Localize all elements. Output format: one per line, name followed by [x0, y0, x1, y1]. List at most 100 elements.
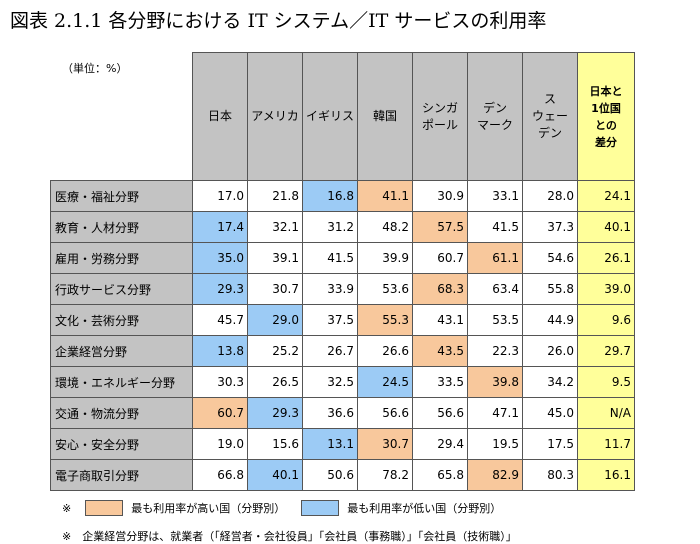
header-line: マーク — [476, 117, 513, 132]
header-line: イギリス — [305, 109, 354, 123]
header-line: ウェー — [531, 109, 568, 123]
cell: 37.5 — [302, 304, 358, 336]
cell: 13.1 — [302, 428, 358, 460]
row-label: 行政サービス分野 — [50, 273, 193, 305]
row-label: 交通・物流分野 — [50, 397, 193, 429]
cell: 56.6 — [412, 397, 468, 429]
column-header: アメリカ — [247, 52, 303, 181]
legend-mark: ※ — [62, 501, 72, 515]
cell: 66.8 — [192, 459, 248, 491]
cell: 33.9 — [302, 273, 358, 305]
cell: 44.9 — [522, 304, 578, 336]
cell: 39.9 — [357, 242, 413, 274]
cell: 17.4 — [192, 211, 248, 243]
cell: 56.6 — [357, 397, 413, 429]
column-header: 韓国 — [357, 52, 413, 181]
column-header: イギリス — [302, 52, 358, 181]
cell: 41.5 — [467, 211, 523, 243]
header-line: アメリカ — [251, 109, 299, 123]
cell: 45.7 — [192, 304, 248, 336]
cell: 35.0 — [192, 242, 248, 274]
row-label: 教育・人材分野 — [50, 211, 193, 243]
column-header: デン マーク — [467, 52, 523, 181]
header-line: 差分 — [595, 135, 617, 149]
cell: 30.7 — [357, 428, 413, 460]
unit: （単位：%） — [62, 62, 128, 75]
cell: 34.2 — [522, 366, 578, 398]
header-row: 日本 アメリカ イギリス 韓国 シンガ ポール デン マークスウェー デン 日本と 1位国 との 差分 — [50, 52, 635, 181]
cell: 9.5 — [577, 366, 635, 398]
cell: 43.5 — [412, 335, 468, 367]
cell: 33.1 — [467, 180, 523, 212]
cell: 19.0 — [192, 428, 248, 460]
cell: 57.5 — [412, 211, 468, 243]
cell: 13.8 — [192, 335, 248, 367]
cell: 55.8 — [522, 273, 578, 305]
cell: 24.1 — [577, 180, 635, 212]
cell: 26.1 — [577, 242, 635, 274]
row-label: 電子商取引分野 — [50, 459, 193, 491]
cell: 30.9 — [412, 180, 468, 212]
row: 教育・人材分野 17.4 32.1 31.2 48.2 57.5 41.5 37.3 40.1 — [50, 211, 635, 243]
cell: 25.2 — [247, 335, 303, 367]
cell: 39.1 — [247, 242, 303, 274]
header-line: ポール — [421, 117, 458, 132]
cell: 45.0 — [522, 397, 578, 429]
header-line: デン — [482, 100, 507, 115]
cell: 39.0 — [577, 273, 635, 305]
header-line: 日本と — [589, 84, 623, 98]
cell: 78.2 — [357, 459, 413, 491]
row: 医療・福祉分野 17.0 21.8 16.8 41.1 30.9 33.1 28.0 24.1 — [50, 180, 635, 212]
cell: 48.2 — [357, 211, 413, 243]
cell: 26.7 — [302, 335, 358, 367]
cell: 53.5 — [467, 304, 523, 336]
cell: 17.5 — [522, 428, 578, 460]
cell: 53.6 — [357, 273, 413, 305]
row-label: 文化・芸術分野 — [50, 304, 193, 336]
table: 日本 アメリカ イギリス 韓国 シンガ ポール デン マークスウェー デン 日本と 1位国 との 差分医… — [50, 52, 635, 491]
cell: 39.8 — [467, 366, 523, 398]
cell: 68.3 — [412, 273, 468, 305]
cell: 50.6 — [302, 459, 358, 491]
row: 企業経営分野 13.8 25.2 26.7 26.6 43.5 22.3 26.0 29.7 — [50, 335, 635, 367]
cell: 61.1 — [467, 242, 523, 274]
legend-swatch-low — [301, 500, 340, 516]
legend: ※ 最も利用率が高い国（分野別） 最も利用率が低い国（分野別） — [62, 500, 501, 516]
row-label: 企業経営分野 — [50, 335, 193, 367]
row: 環境・エネルギー分野 30.3 26.5 32.5 24.5 33.5 39.8 34.2 9.… — [50, 366, 635, 398]
row-label: 環境・エネルギー分野 — [50, 366, 193, 398]
cell: 43.1 — [412, 304, 468, 336]
footnote: ※ 企業経営分野は、就業者（「経営者・会社役員」「会社員（事務職）」「会社員（技… — [62, 530, 517, 543]
header-line: ス — [543, 92, 556, 106]
row: 行政サービス分野 29.3 30.7 33.9 53.6 68.3 63.4 55.8 39.0 — [50, 273, 635, 305]
cell: 47.1 — [467, 397, 523, 429]
row-label: 医療・福祉分野 — [50, 180, 193, 212]
cell: N/A — [577, 397, 635, 429]
cell: 24.5 — [357, 366, 413, 398]
cell: 60.7 — [412, 242, 468, 274]
column-header: スウェー デン — [522, 52, 578, 181]
cell: 63.4 — [467, 273, 523, 305]
cell: 22.3 — [467, 335, 523, 367]
cell: 32.5 — [302, 366, 358, 398]
cell: 21.8 — [247, 180, 303, 212]
cell: 33.5 — [412, 366, 468, 398]
cell: 26.0 — [522, 335, 578, 367]
cell: 9.6 — [577, 304, 635, 336]
corner — [50, 52, 193, 181]
cell: 29.0 — [247, 304, 303, 336]
row: 雇用・労務分野 35.0 39.1 41.5 39.9 60.7 61.1 54.6 26.1 — [50, 242, 635, 274]
legend-swatch-high — [85, 500, 124, 516]
cell: 29.7 — [577, 335, 635, 367]
cell: 28.0 — [522, 180, 578, 212]
cell: 19.5 — [467, 428, 523, 460]
cell: 30.7 — [247, 273, 303, 305]
cell: 29.4 — [412, 428, 468, 460]
header-line: シンガ — [421, 100, 458, 115]
cell: 36.6 — [302, 397, 358, 429]
cell: 26.6 — [357, 335, 413, 367]
cell: 16.8 — [302, 180, 358, 212]
header-line: 韓国 — [372, 109, 397, 123]
cell: 11.7 — [577, 428, 635, 460]
row: 電子商取引分野 66.8 40.1 50.6 78.2 65.8 82.9 80.3 16.1 — [50, 459, 635, 491]
